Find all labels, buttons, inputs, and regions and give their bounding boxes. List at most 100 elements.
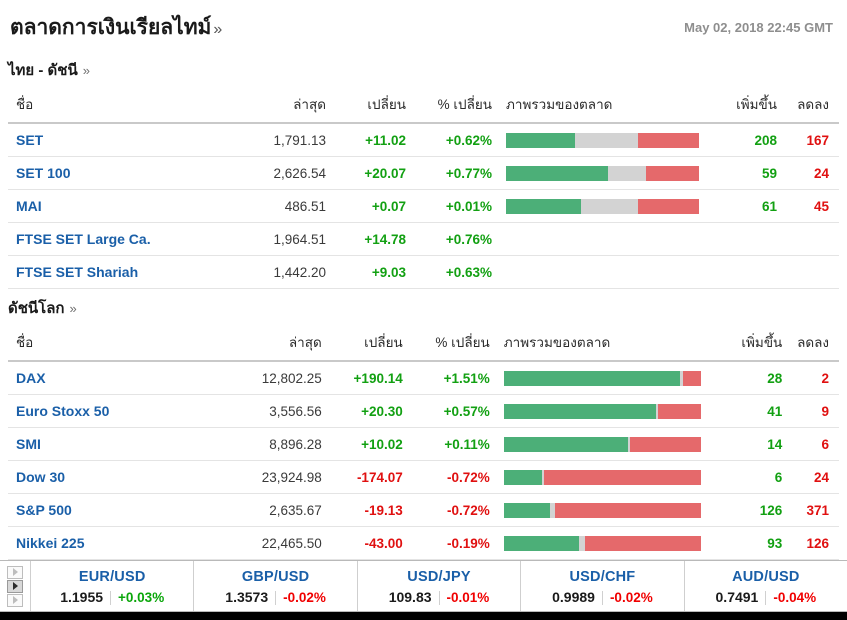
table-row[interactable]: Euro Stoxx 50 3,556.56 +20.30 +0.57% 41 9 — [8, 394, 839, 428]
advance-decline-bar — [503, 535, 702, 551]
currency-pair-item[interactable]: EUR/USD 1.1955 +0.03% — [30, 561, 193, 611]
bar-segment-advancing — [503, 535, 579, 551]
col-header-last: ล่าสุด — [288, 335, 322, 350]
currency-pair-item[interactable]: USD/CHF 0.9989 -0.02% — [520, 561, 683, 611]
ticker-scroll-select-button[interactable] — [7, 579, 23, 593]
currency-rate: 0.7491 — [715, 589, 759, 605]
cell-change: +10.02 — [321, 427, 403, 461]
currency-change-percent: -0.02% — [609, 590, 653, 605]
arrow-right-icon — [12, 568, 18, 576]
page-header: ตลาดการเงินเรียลไทม์» May 02, 2018 22:45… — [0, 10, 847, 44]
currency-rate: 0.9989 — [552, 589, 595, 605]
cell-name: S&P 500 — [8, 493, 236, 527]
bar-segment-declining — [584, 535, 702, 551]
cell-market-overview-bar — [489, 394, 702, 428]
col-header-change-pct: % เปลี่ยน — [435, 335, 490, 350]
col-header-decline: ลดลง — [797, 97, 829, 112]
bar-segment-unchanged — [574, 132, 639, 148]
table-row[interactable]: FTSE SET Shariah 1,442.20 +9.03 +0.63% — [8, 255, 839, 289]
bar-segment-declining — [645, 165, 699, 181]
table-row[interactable]: S&P 500 2,635.67 -19.13 -0.72% 126 371 — [8, 493, 839, 527]
index-link[interactable]: FTSE SET Large Ca. — [16, 231, 151, 247]
cell-change-percent: +0.57% — [402, 394, 490, 428]
page-title[interactable]: ตลาดการเงินเรียลไทม์» — [10, 11, 222, 44]
table-row[interactable]: Nikkei 225 22,465.50 -43.00 -0.19% 93 126 — [8, 526, 839, 560]
table-row[interactable]: FTSE SET Large Ca. 1,964.51 +14.78 +0.76% — [8, 222, 839, 256]
cell-change-percent: -0.72% — [402, 493, 490, 527]
page-title-chevron-icon: » — [213, 20, 223, 38]
index-link[interactable]: MAI — [16, 198, 42, 214]
section-thai-chevron-icon: » — [82, 63, 90, 78]
currency-change-percent: -0.02% — [283, 590, 326, 605]
advance-decline-bar — [506, 198, 699, 214]
timestamp: May 02, 2018 22:45 GMT — [684, 19, 833, 35]
bar-segment-declining — [657, 403, 702, 419]
thai-indices-table: ชื่อ ล่าสุด เปลี่ยน % เปลี่ยน ภาพรวมของต… — [8, 90, 839, 289]
index-link[interactable]: SET 100 — [16, 165, 71, 181]
currency-pair-item[interactable]: GBP/USD 1.3573 -0.02% — [193, 561, 356, 611]
section-title-thai[interactable]: ไทย - ดัชนี » — [8, 58, 839, 82]
value-divider — [438, 590, 440, 605]
bar-segment-declining — [638, 132, 699, 148]
cell-market-overview-bar — [492, 123, 699, 157]
index-link[interactable]: FTSE SET Shariah — [16, 264, 139, 280]
ticker-scroll-down-button[interactable] — [7, 593, 23, 607]
table-row[interactable]: SMI 8,896.28 +10.02 +0.11% 14 6 — [8, 427, 839, 461]
currency-rate: 1.3573 — [225, 589, 269, 605]
index-link[interactable]: SMI — [16, 436, 41, 452]
cell-advancing-count: 14 — [701, 427, 783, 461]
advance-decline-bar — [503, 370, 702, 386]
index-link[interactable]: Dow 30 — [16, 469, 66, 485]
cell-market-overview-bar — [492, 255, 699, 289]
ticker-scroll-up-button[interactable] — [7, 565, 23, 579]
cell-change-percent: +0.76% — [406, 222, 492, 256]
cell-change: -19.13 — [321, 493, 403, 527]
cell-declining-count: 371 — [782, 493, 839, 527]
index-link[interactable]: SET — [16, 132, 44, 148]
section-title-thai-text: ไทย - ดัชนี — [8, 62, 78, 79]
cell-change: +11.02 — [326, 123, 406, 157]
bar-segment-unchanged — [679, 370, 683, 386]
cell-declining-count: 167 — [777, 123, 839, 157]
cell-change: +0.07 — [326, 189, 406, 223]
col-header-last: ล่าสุด — [293, 97, 326, 112]
bar-segment-advancing — [503, 436, 629, 452]
table-row[interactable]: SET 100 2,626.54 +20.07 +0.77% 59 24 — [8, 156, 839, 190]
cell-market-overview-bar — [489, 361, 702, 395]
bar-segment-advancing — [506, 165, 609, 181]
index-link[interactable]: DAX — [16, 370, 46, 386]
index-link[interactable]: Euro Stoxx 50 — [16, 403, 110, 419]
table-row[interactable]: SET 1,791.13 +11.02 +0.62% 208 167 — [8, 123, 839, 157]
section-title-global-text: ดัชนีโลก — [8, 300, 65, 317]
cell-last-price: 2,635.67 — [235, 493, 322, 527]
table-row[interactable]: MAI 486.51 +0.07 +0.01% 61 45 — [8, 189, 839, 223]
cell-change: +20.30 — [321, 394, 403, 428]
bar-segment-advancing — [503, 469, 543, 485]
currency-pair-item[interactable]: AUD/USD 0.7491 -0.04% — [683, 561, 847, 611]
cell-last-price: 1,442.20 — [248, 255, 326, 289]
currency-pair-item[interactable]: USD/JPY 109.83 -0.01% — [356, 561, 520, 611]
index-link[interactable]: Nikkei 225 — [16, 535, 85, 551]
section-title-global[interactable]: ดัชนีโลก » — [8, 296, 839, 320]
currency-pair-label: AUD/USD — [732, 569, 800, 585]
currency-pair-list: EUR/USD 1.1955 +0.03% GBP/USD 1.3573 -0.02% US… — [30, 561, 847, 611]
bar-segment-unchanged — [550, 502, 556, 518]
cell-last-price: 12,802.25 — [235, 361, 322, 395]
cell-name: MAI — [8, 189, 248, 223]
currency-change-percent: +0.03% — [118, 590, 165, 605]
table-row[interactable]: DAX 12,802.25 +190.14 +1.51% 28 2 — [8, 361, 839, 395]
col-header-advance: เพิ่มขึ้น — [741, 335, 783, 350]
bar-segment-declining — [638, 198, 699, 214]
table-row[interactable]: Dow 30 23,924.98 -174.07 -0.72% 6 24 — [8, 460, 839, 494]
bar-segment-declining — [682, 370, 702, 386]
arrow-right-icon — [12, 596, 18, 604]
cell-change-percent: +0.62% — [406, 123, 492, 157]
index-link[interactable]: S&P 500 — [16, 502, 72, 518]
bar-segment-advancing — [506, 198, 582, 214]
global-indices-table: ชื่อ ล่าสุด เปลี่ยน % เปลี่ยน ภาพรวมของต… — [8, 328, 839, 593]
cell-market-overview-bar — [489, 493, 702, 527]
cell-change-percent: +0.77% — [406, 156, 492, 190]
col-header-name: ชื่อ — [16, 335, 34, 350]
cell-market-overview-bar — [489, 526, 702, 560]
table-header-row: ชื่อ ล่าสุด เปลี่ยน % เปลี่ยน ภาพรวมของต… — [8, 328, 839, 361]
